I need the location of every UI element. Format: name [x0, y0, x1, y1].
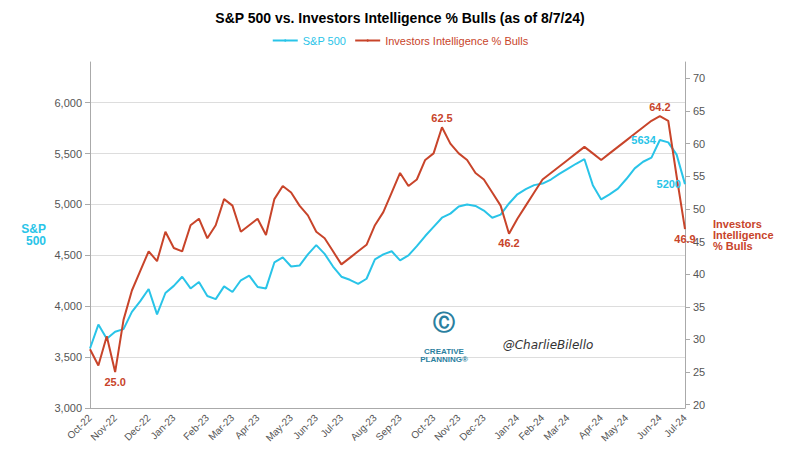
svg-text:65: 65 — [693, 105, 705, 117]
svg-text:55: 55 — [693, 170, 705, 182]
svg-text:46.9: 46.9 — [674, 233, 695, 245]
svg-text:Intelligence: Intelligence — [713, 229, 774, 241]
svg-text:25.0: 25.0 — [104, 376, 125, 388]
svg-text:Nov-23: Nov-23 — [432, 412, 463, 443]
svg-text:Oct-23: Oct-23 — [408, 412, 438, 442]
svg-text:S&P 500 vs. Investors Intellig: S&P 500 vs. Investors Intelligence % Bul… — [215, 10, 584, 26]
svg-text:Sep-23: Sep-23 — [373, 412, 404, 443]
svg-text:Feb-23: Feb-23 — [181, 412, 211, 442]
svg-text:60: 60 — [693, 138, 705, 150]
svg-text:Nov-22: Nov-22 — [88, 412, 119, 443]
svg-text:% Bulls: % Bulls — [713, 240, 753, 252]
svg-text:5200: 5200 — [657, 178, 681, 190]
svg-text:70: 70 — [693, 72, 705, 84]
svg-text:S&P 500: S&P 500 — [303, 35, 346, 47]
svg-text:500: 500 — [26, 234, 46, 248]
svg-text:Dec-23: Dec-23 — [457, 412, 488, 443]
svg-text:PLANNING®: PLANNING® — [420, 355, 468, 364]
svg-text:45: 45 — [693, 235, 706, 248]
svg-text:Jul-23: Jul-23 — [318, 412, 345, 439]
svg-text:25: 25 — [693, 366, 705, 378]
svg-text:62.5: 62.5 — [431, 112, 452, 124]
svg-text:46.2: 46.2 — [498, 237, 519, 249]
svg-text:Investors Intelligence % Bulls: Investors Intelligence % Bulls — [385, 35, 529, 47]
svg-text:Aug-23: Aug-23 — [348, 412, 379, 443]
svg-text:Apr-24: Apr-24 — [576, 412, 606, 442]
svg-text:50: 50 — [693, 203, 705, 215]
svg-text:Mar-24: Mar-24 — [541, 412, 571, 442]
svg-text:Ⓒ: Ⓒ — [433, 310, 455, 335]
svg-text:4,000: 4,000 — [54, 300, 82, 312]
svg-text:6,000: 6,000 — [54, 97, 82, 109]
svg-text:5,500: 5,500 — [54, 148, 82, 160]
svg-text:5634: 5634 — [631, 134, 656, 146]
svg-text:Oct-22: Oct-22 — [64, 412, 94, 442]
svg-text:Investors: Investors — [713, 218, 762, 230]
svg-text:Jun-23: Jun-23 — [291, 412, 321, 442]
svg-text:20: 20 — [693, 399, 705, 411]
svg-text:Jul-24: Jul-24 — [662, 412, 689, 439]
svg-text:35: 35 — [693, 301, 705, 313]
svg-text:30: 30 — [693, 333, 705, 345]
svg-text:Dec-22: Dec-22 — [122, 412, 153, 443]
svg-text:Mar-23: Mar-23 — [206, 412, 236, 442]
svg-text:CREATIVE: CREATIVE — [424, 346, 464, 356]
svg-text:Jan-23: Jan-23 — [148, 412, 178, 442]
svg-text:64.2: 64.2 — [649, 101, 670, 113]
svg-text:May-23: May-23 — [264, 412, 296, 444]
svg-text:4,500: 4,500 — [54, 249, 82, 261]
svg-text:40: 40 — [693, 268, 705, 280]
svg-text:May-24: May-24 — [599, 412, 631, 444]
svg-text:Feb-24: Feb-24 — [516, 412, 546, 442]
svg-text:S&P: S&P — [21, 222, 46, 236]
svg-text:3,500: 3,500 — [54, 351, 82, 363]
svg-text:Jun-24: Jun-24 — [634, 412, 664, 442]
svg-text:5,000: 5,000 — [54, 198, 82, 210]
svg-text:Jan-24: Jan-24 — [492, 412, 522, 442]
svg-text:@CharlieBilello: @CharlieBilello — [503, 338, 594, 352]
svg-text:3,000: 3,000 — [54, 402, 82, 414]
svg-text:Apr-23: Apr-23 — [233, 412, 262, 441]
